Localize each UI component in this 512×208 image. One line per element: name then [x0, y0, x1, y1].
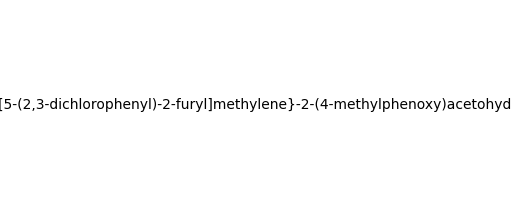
Text: N'-{[5-(2,3-dichlorophenyl)-2-furyl]methylene}-2-(4-methylphenoxy)acetohydrazide: N'-{[5-(2,3-dichlorophenyl)-2-furyl]meth… [0, 98, 512, 112]
